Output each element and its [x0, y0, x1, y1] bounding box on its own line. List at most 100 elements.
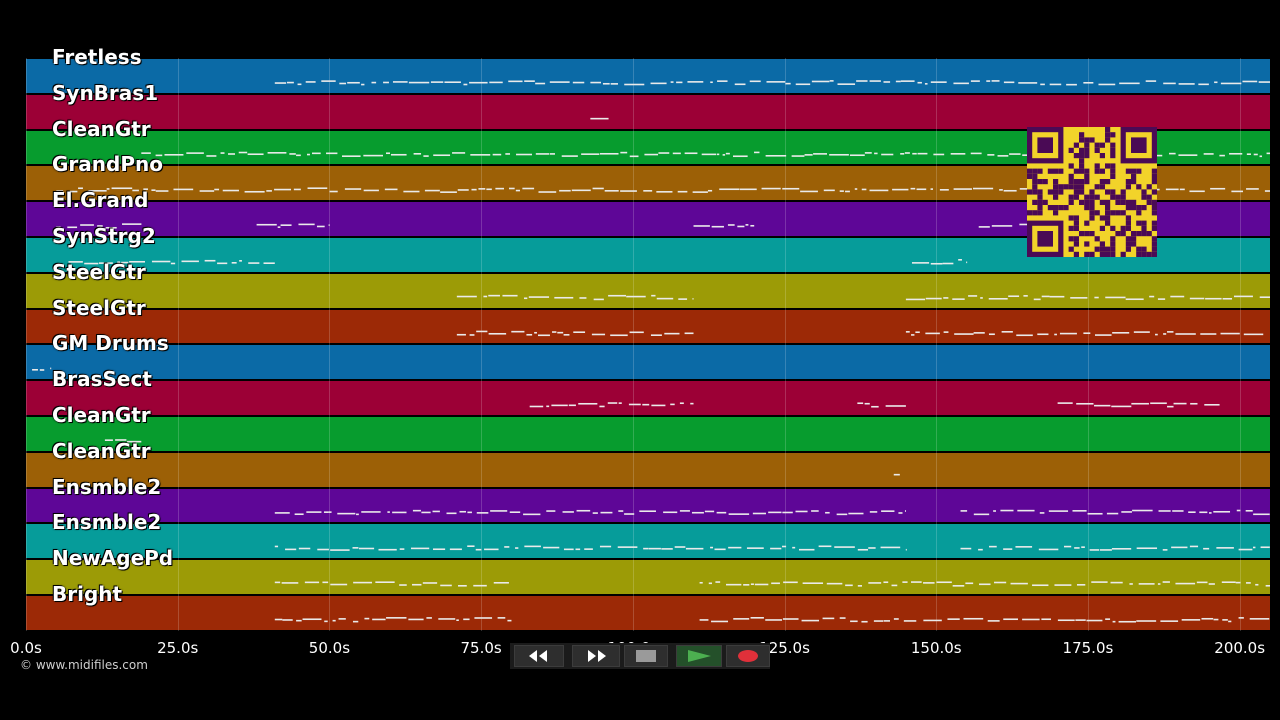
note-mark — [274, 82, 287, 84]
note-mark — [953, 188, 972, 190]
track-lane — [26, 273, 1270, 308]
note-mark — [1165, 188, 1179, 191]
note-mark — [836, 513, 848, 516]
note-mark — [892, 188, 909, 191]
time-tick-label: 150.0s — [910, 639, 962, 657]
note-mark — [1106, 512, 1119, 515]
note-mark — [105, 226, 117, 229]
note-mark — [256, 223, 277, 226]
note-mark — [1049, 83, 1062, 86]
note-mark — [1039, 512, 1045, 514]
note-mark — [795, 510, 808, 513]
note-mark — [423, 155, 429, 157]
note-mark — [155, 154, 163, 157]
note-mark — [316, 225, 325, 228]
track-label: SteelGtr — [52, 295, 146, 320]
note-mark — [1041, 295, 1050, 298]
note-mark — [801, 619, 820, 622]
note-mark — [576, 509, 591, 512]
note-mark — [973, 332, 985, 334]
note-mark — [294, 513, 304, 516]
note-mark — [883, 620, 890, 622]
note-mark — [643, 190, 653, 192]
note-mark — [1170, 295, 1185, 298]
note-mark — [608, 294, 626, 297]
note-mark — [791, 155, 805, 157]
note-mark — [590, 81, 602, 84]
note-mark — [181, 260, 199, 263]
note-mark — [244, 190, 265, 193]
note-mark — [456, 333, 466, 336]
note-mark — [711, 620, 729, 623]
note-mark — [902, 581, 908, 583]
fast-forward-button[interactable] — [572, 645, 620, 667]
note-mark — [1169, 152, 1176, 155]
record-button[interactable] — [726, 645, 770, 667]
note-mark — [410, 547, 430, 550]
note-mark — [1145, 80, 1157, 82]
note-mark — [746, 547, 764, 549]
note-mark — [811, 80, 830, 83]
note-mark — [684, 152, 698, 155]
note-mark — [129, 260, 145, 263]
note-mark — [620, 190, 637, 192]
note-mark — [339, 82, 347, 85]
note-mark — [711, 225, 724, 228]
note-mark — [524, 545, 541, 548]
note-mark — [600, 511, 613, 514]
note-mark — [497, 617, 506, 619]
note-mark — [111, 187, 133, 190]
note-mark — [1196, 581, 1208, 584]
note-mark — [353, 581, 373, 584]
note-mark — [408, 81, 430, 84]
note-mark — [792, 546, 796, 549]
note-mark — [274, 581, 281, 584]
note-mark — [1175, 333, 1196, 335]
note-mark — [942, 262, 954, 265]
note-mark — [186, 152, 204, 154]
note-mark — [463, 618, 470, 621]
note-mark — [1179, 188, 1185, 191]
note-mark — [677, 190, 688, 193]
note-mark — [1066, 83, 1077, 86]
note-mark — [285, 548, 297, 551]
note-mark — [912, 152, 917, 155]
note-mark — [155, 190, 169, 192]
note-mark — [1181, 619, 1201, 621]
note-mark — [1245, 509, 1253, 512]
track-label: Ensmble2 — [52, 474, 162, 499]
note-mark — [1199, 511, 1208, 514]
note-mark — [1220, 332, 1240, 335]
note-mark — [650, 82, 667, 85]
note-mark — [643, 547, 649, 550]
note-mark — [1076, 402, 1094, 405]
note-mark — [1260, 546, 1270, 549]
note-mark — [1238, 548, 1253, 551]
note-mark — [363, 189, 379, 192]
note-mark — [248, 262, 260, 264]
note-mark — [980, 297, 983, 299]
note-mark — [911, 581, 922, 583]
note-mark — [910, 187, 916, 190]
note-mark — [898, 512, 903, 514]
play-button[interactable] — [676, 645, 722, 667]
note-mark — [900, 80, 915, 82]
note-mark — [173, 188, 194, 191]
note-mark — [568, 404, 576, 407]
note-mark — [1162, 549, 1168, 551]
note-mark — [304, 581, 320, 584]
note-mark — [457, 189, 469, 191]
grid-line — [1239, 58, 1241, 631]
note-mark — [1178, 154, 1198, 156]
rewind-button[interactable] — [514, 645, 564, 667]
track-label: Ensmble2 — [52, 510, 162, 535]
note-mark — [39, 369, 45, 371]
note-mark — [782, 511, 793, 514]
note-mark — [440, 191, 457, 193]
note-mark — [538, 191, 557, 193]
note-mark — [1000, 509, 1014, 512]
note-mark — [1074, 547, 1080, 549]
track-lane — [26, 381, 1270, 415]
note-mark — [170, 262, 176, 265]
stop-button[interactable] — [624, 645, 668, 667]
